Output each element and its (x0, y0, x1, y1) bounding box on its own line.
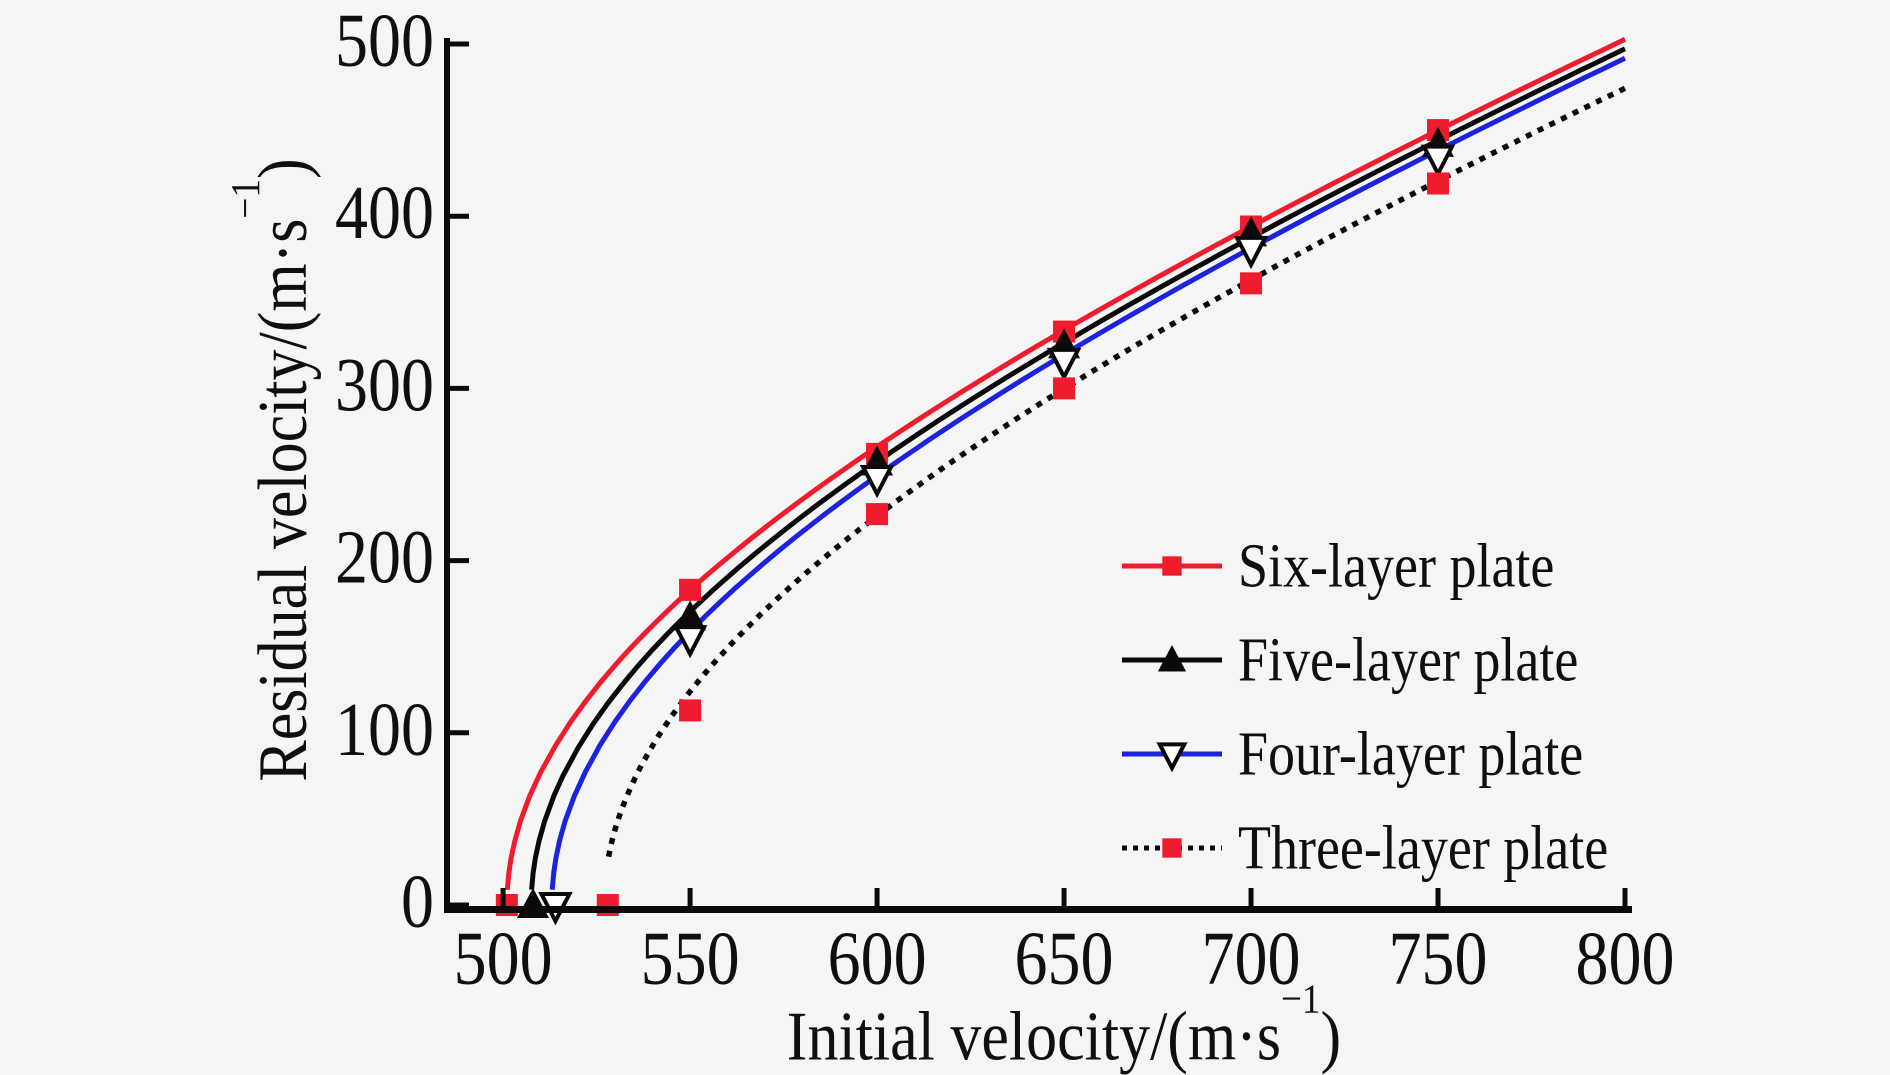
marker-four-layer-plate (1233, 235, 1269, 270)
x-axis-title-superscript: −1 (1280, 976, 1321, 1023)
marker-four-layer-plate (672, 625, 708, 659)
x-axis-title: Initial velocity/(m·s−1) (786, 977, 1342, 1075)
legend-item-four-layer-plate: Four-layer plate (1122, 707, 1608, 801)
marker-four-layer-plate (1046, 347, 1082, 382)
legend-item-five-layer-plate: Five-layer plate (1122, 613, 1608, 707)
x-axis-title-close: ) (1320, 999, 1342, 1075)
y-tick-label: 0 (401, 861, 434, 944)
marker-three-layer-plate (1427, 172, 1450, 195)
y-tick-label: 500 (335, 0, 434, 83)
marker-three-layer-plate (1053, 377, 1076, 400)
x-tick-label: 800 (1576, 918, 1675, 1001)
legend-symbol-three-layer-plate (1122, 838, 1222, 858)
legend-marker-six-layer-plate (1162, 556, 1182, 576)
y-tick-label: 400 (335, 172, 434, 255)
marker-three-layer-plate (679, 699, 702, 722)
marker-four-layer-plate (1420, 144, 1456, 178)
legend-marker-five-layer-plate (1157, 645, 1187, 672)
legend-item-six-layer-plate: Six-layer plate (1122, 519, 1608, 613)
legend-marker-four-layer-plate (1156, 742, 1188, 773)
marker-three-layer-plate (866, 503, 889, 526)
x-tick-label: 500 (454, 918, 553, 1001)
marker-five-layer-plate (674, 600, 707, 631)
x-tick-label: 750 (1389, 918, 1488, 1001)
y-tick-label: 200 (335, 516, 434, 599)
legend-label: Four-layer plate (1238, 719, 1584, 789)
legend: Six-layer plate Five-layer plate Four-la… (1122, 519, 1608, 895)
legend-symbol-four-layer-plate (1122, 742, 1222, 773)
legend-label: Six-layer plate (1238, 531, 1555, 601)
x-tick-label: 550 (641, 918, 740, 1001)
marker-four-layer-plate (859, 464, 895, 499)
x-tick-label: 650 (1015, 918, 1114, 1001)
legend-symbol-six-layer-plate (1122, 556, 1222, 576)
legend-marker-three-layer-plate (1162, 838, 1182, 858)
x-axis-title-text: Initial velocity/(m·s (786, 999, 1281, 1075)
y-axis-title: Residual velocity/(m·s−1) (223, 158, 324, 782)
legend-item-three-layer-plate: Three-layer plate (1122, 801, 1608, 895)
y-axis-title-superscript: −1 (222, 179, 269, 219)
x-tick-label: 700 (1202, 918, 1301, 1001)
legend-symbol-five-layer-plate (1122, 645, 1222, 672)
y-axis-title-close: ) (245, 158, 322, 180)
curve-three-layer-plate (605, 85, 1627, 858)
x-tick-label: 600 (828, 918, 927, 1001)
y-tick-label: 300 (335, 344, 434, 427)
y-axis-title-text: Residual velocity/(m·s (245, 218, 322, 782)
legend-label: Three-layer plate (1238, 813, 1609, 883)
legend-label: Five-layer plate (1238, 625, 1579, 695)
marker-six-layer-plate (679, 578, 702, 601)
y-tick-label: 100 (335, 689, 434, 772)
marker-three-layer-plate (1240, 272, 1263, 295)
